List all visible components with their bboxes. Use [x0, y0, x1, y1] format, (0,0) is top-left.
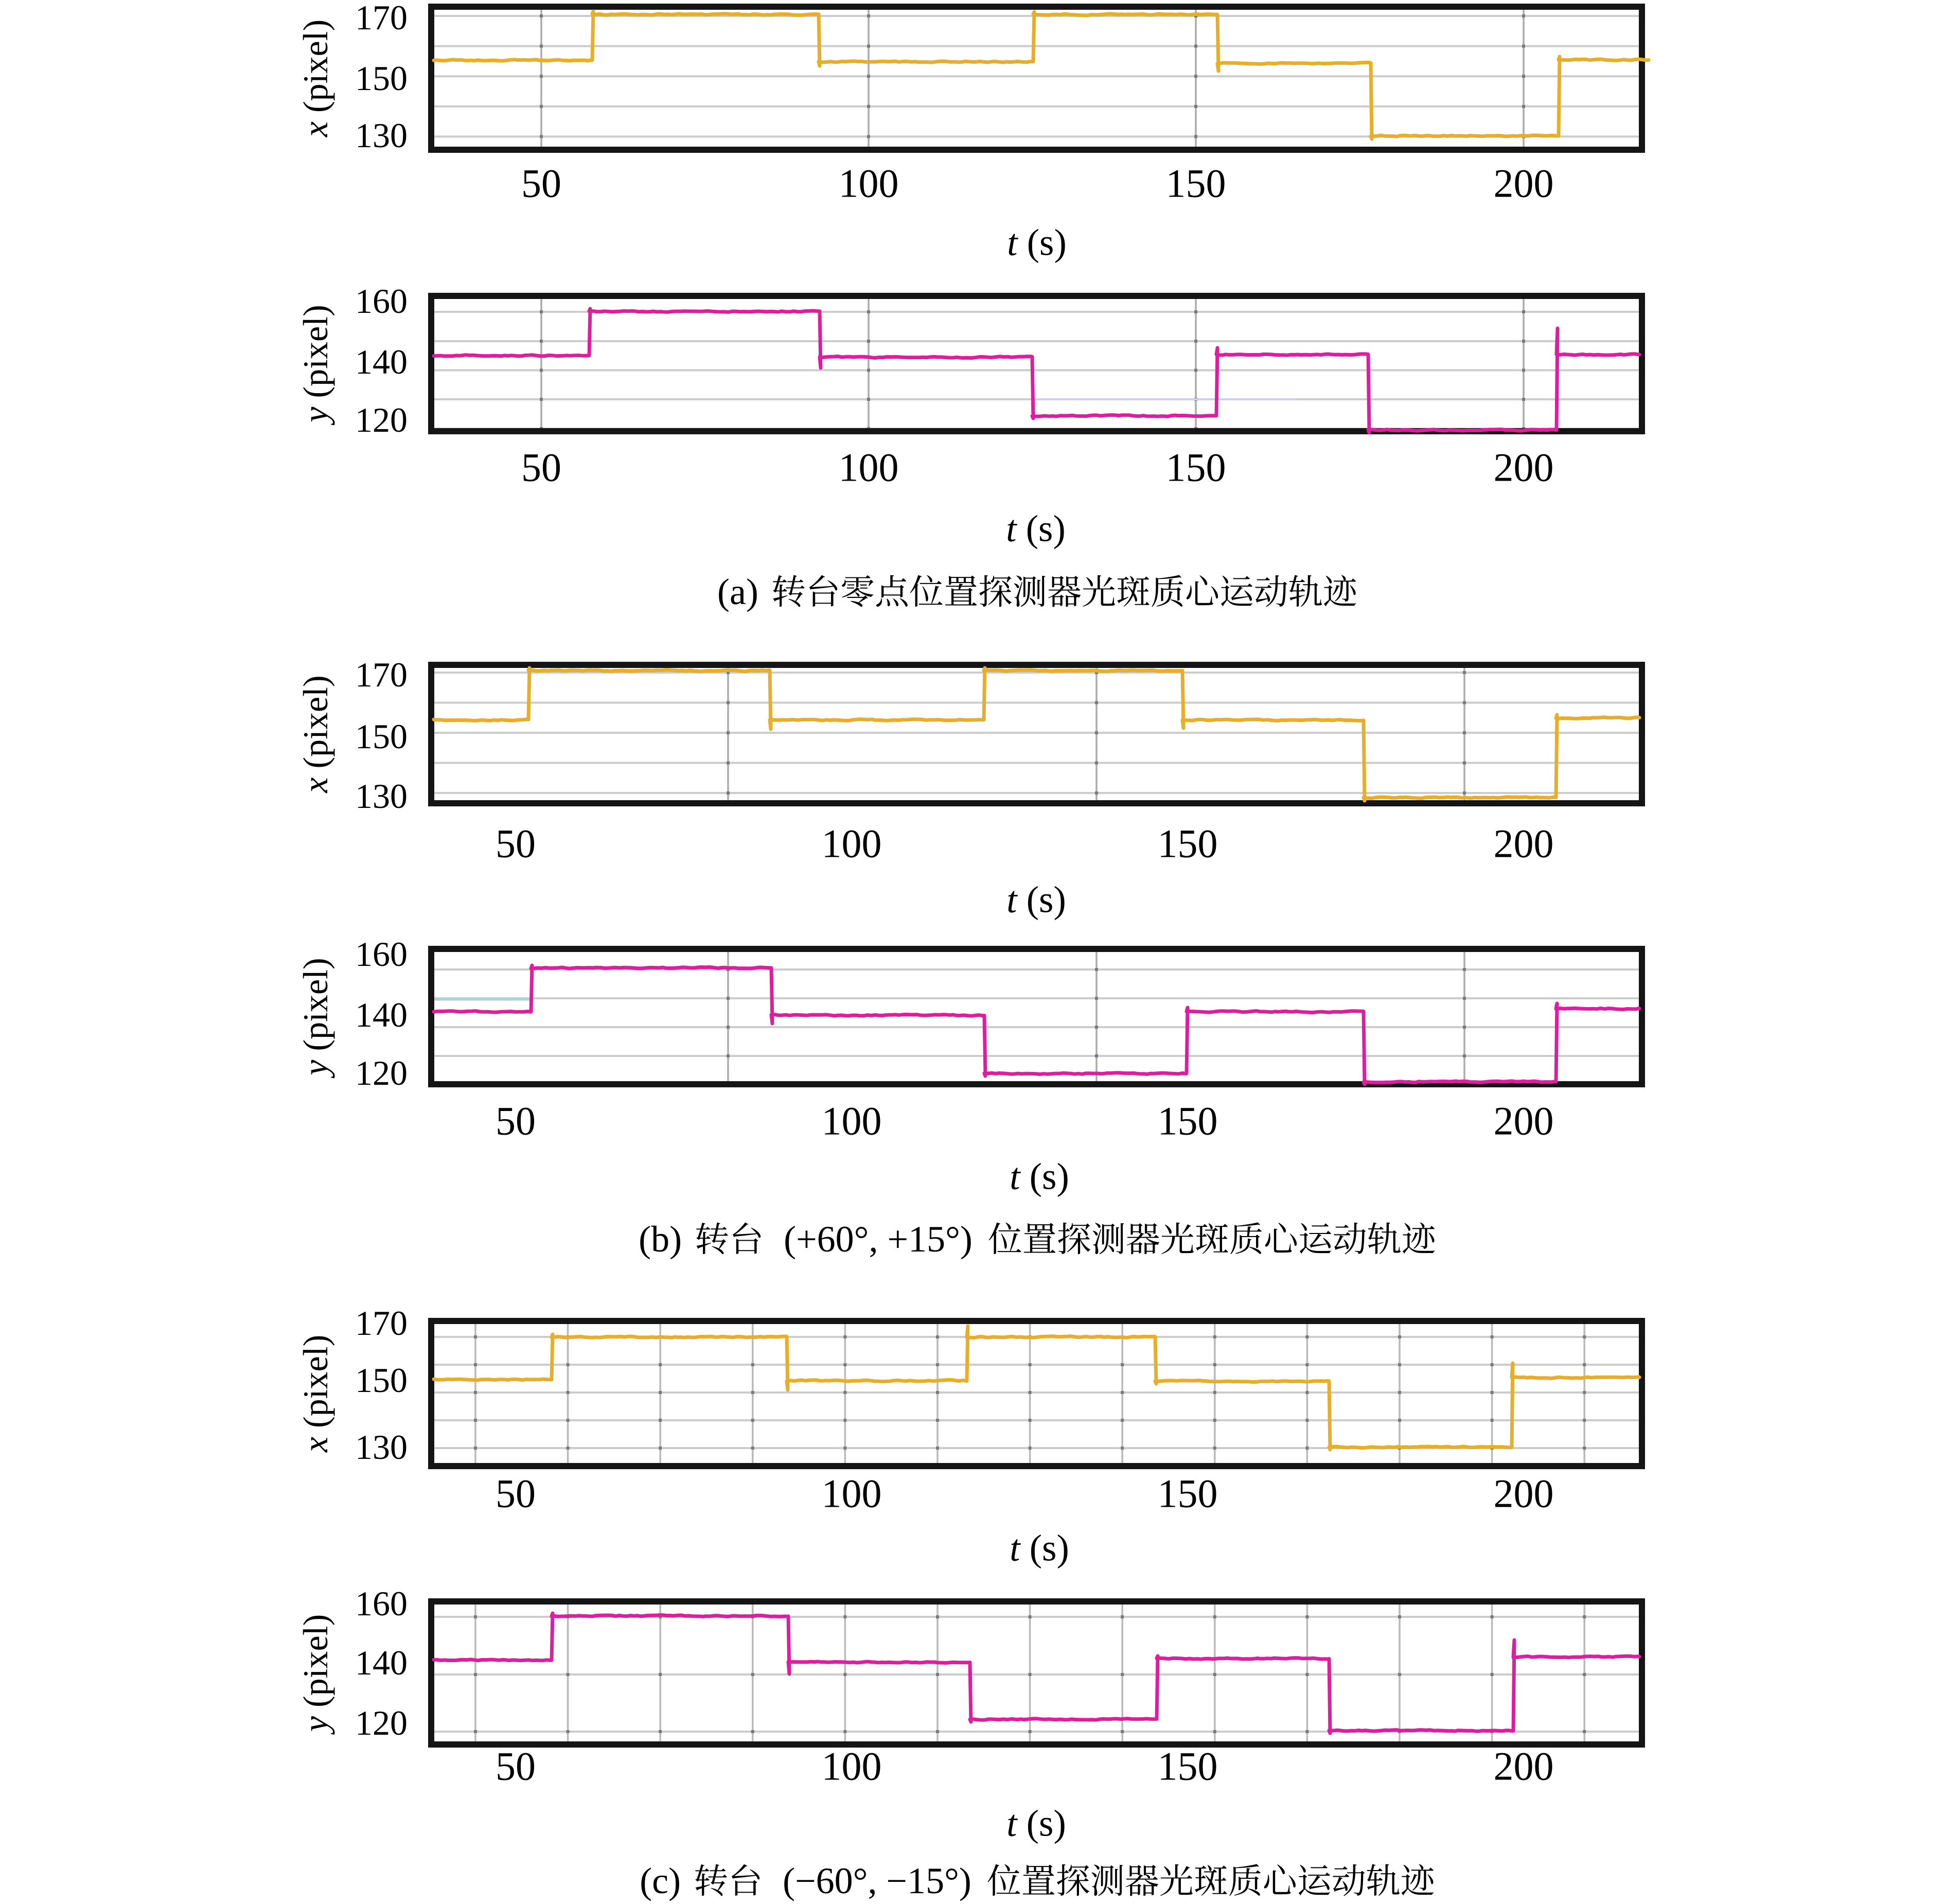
svg-text:130: 130 — [355, 1427, 408, 1467]
svg-text:150: 150 — [355, 717, 408, 756]
svg-text:200: 200 — [1494, 1099, 1554, 1143]
svg-text:100: 100 — [822, 1099, 882, 1143]
svg-text:200: 200 — [1494, 445, 1554, 490]
svg-text:50: 50 — [496, 1471, 536, 1516]
svg-text:t (s): t (s) — [1006, 1803, 1066, 1844]
svg-text:170: 170 — [355, 655, 408, 694]
svg-text:50: 50 — [496, 1744, 536, 1789]
svg-text:t (s): t (s) — [1010, 1527, 1069, 1569]
svg-text:(+60°, +15°): (+60°, +15°) — [784, 1219, 972, 1260]
svg-text:140: 140 — [355, 1643, 408, 1682]
svg-text:(a): (a) — [717, 571, 758, 612]
svg-text:x (pixel): x (pixel) — [296, 1335, 335, 1453]
svg-text:t (s): t (s) — [1006, 879, 1066, 921]
svg-text:y (pixel): y (pixel) — [296, 1614, 335, 1735]
svg-text:140: 140 — [355, 995, 408, 1034]
svg-text:150: 150 — [1166, 445, 1226, 490]
svg-text:200: 200 — [1494, 1744, 1554, 1789]
svg-text:100: 100 — [822, 821, 882, 866]
svg-text:50: 50 — [496, 1099, 536, 1143]
svg-text:130: 130 — [355, 777, 408, 816]
svg-text:50: 50 — [521, 161, 561, 206]
svg-text:170: 170 — [355, 0, 408, 37]
svg-text:150: 150 — [355, 1361, 408, 1400]
svg-text:160: 160 — [355, 281, 408, 321]
svg-text:200: 200 — [1494, 161, 1554, 206]
svg-text:130: 130 — [355, 116, 408, 155]
svg-text:120: 120 — [355, 1703, 408, 1742]
svg-text:t (s): t (s) — [1010, 1156, 1069, 1197]
svg-text:(−60°, −15°): (−60°, −15°) — [783, 1860, 971, 1901]
svg-text:160: 160 — [355, 1584, 408, 1623]
svg-text:120: 120 — [355, 400, 408, 439]
svg-text:150: 150 — [1158, 1099, 1218, 1143]
svg-text:160: 160 — [355, 935, 408, 974]
svg-text:200: 200 — [1494, 1471, 1554, 1516]
svg-text:100: 100 — [839, 161, 899, 206]
svg-text:150: 150 — [1158, 1744, 1218, 1789]
svg-text:120: 120 — [355, 1053, 408, 1092]
svg-text:150: 150 — [355, 59, 408, 98]
svg-text:50: 50 — [521, 445, 561, 490]
svg-text:50: 50 — [496, 821, 536, 866]
svg-text:150: 150 — [1158, 821, 1218, 866]
svg-text:y (pixel): y (pixel) — [296, 305, 335, 425]
svg-text:t (s): t (s) — [1006, 508, 1066, 550]
svg-text:150: 150 — [1166, 161, 1226, 206]
svg-text:200: 200 — [1494, 821, 1554, 866]
svg-text:100: 100 — [839, 445, 899, 490]
svg-text:140: 140 — [355, 342, 408, 381]
svg-text:170: 170 — [355, 1303, 408, 1343]
svg-text:150: 150 — [1158, 1471, 1218, 1516]
svg-text:x (pixel): x (pixel) — [296, 675, 335, 793]
svg-text:(c): (c) — [640, 1860, 681, 1901]
svg-text:y (pixel): y (pixel) — [296, 958, 335, 1078]
svg-text:100: 100 — [822, 1471, 882, 1516]
svg-text:(b): (b) — [639, 1219, 682, 1260]
svg-text:100: 100 — [822, 1744, 882, 1789]
svg-text:t (s): t (s) — [1007, 222, 1067, 263]
svg-text:x (pixel): x (pixel) — [296, 20, 335, 137]
